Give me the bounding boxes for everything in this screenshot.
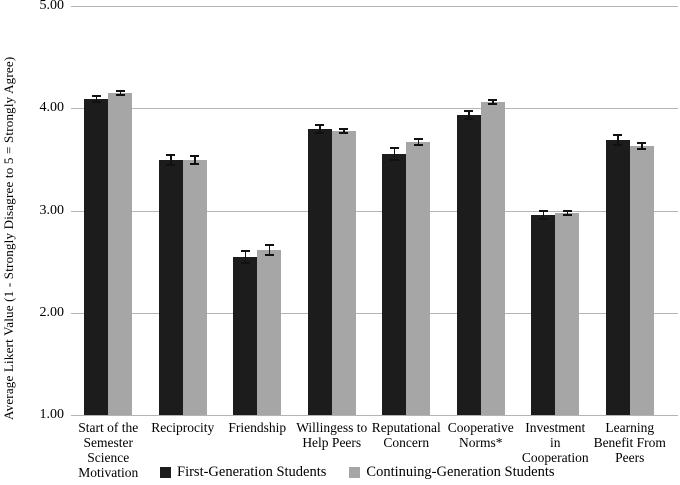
gridline <box>71 6 678 7</box>
y-axis-tick-label: 5.00 <box>39 0 65 13</box>
x-axis-category-label: Friendship <box>228 420 287 435</box>
x-axis-category-label: Cooperative Norms* <box>447 420 514 450</box>
bar-group <box>295 6 370 415</box>
gridline <box>71 211 678 212</box>
bar-continuing-generation <box>182 155 207 415</box>
gridline <box>71 415 678 416</box>
error-bar <box>413 138 423 146</box>
x-axis-category-labels: Start of the Semester Science Motivation… <box>71 420 667 480</box>
y-axis-tick-label: 2.00 <box>39 305 65 320</box>
bar-group <box>369 6 444 415</box>
error-bar <box>91 95 101 103</box>
bar-first-generation <box>531 210 556 415</box>
bar-first-generation <box>456 110 481 415</box>
y-axis-tick-label: 1.00 <box>39 407 65 422</box>
bar-group <box>71 6 146 415</box>
error-bar <box>538 210 548 220</box>
bar-first-generation <box>605 134 630 415</box>
legend-item-first-generation: First-Generation Students <box>160 464 326 480</box>
bar-first-generation <box>84 95 109 415</box>
legend: First-Generation Students Continuing-Gen… <box>160 464 555 480</box>
y-axis-tick-label: 4.00 <box>39 100 65 115</box>
error-bar <box>464 110 474 120</box>
bar-continuing-generation <box>629 142 654 415</box>
bar-group <box>593 6 668 415</box>
x-axis-category-label: Learning Benefit From Peers <box>593 420 666 465</box>
bar-first-generation <box>158 154 183 415</box>
bar-first-generation <box>233 250 258 415</box>
error-bar <box>115 90 125 96</box>
x-axis-category-label: Start of the Semester Science Motivation <box>78 420 139 480</box>
bar-group <box>146 6 221 415</box>
bar-group <box>220 6 295 415</box>
gridline <box>71 108 678 109</box>
bar-group <box>444 6 519 415</box>
legend-item-continuing-generation: Continuing-Generation Students <box>349 464 555 480</box>
bar-first-generation <box>382 147 407 415</box>
bar-continuing-generation <box>257 244 282 415</box>
bar-continuing-generation <box>331 128 356 415</box>
first-generation-swatch-icon <box>160 466 171 478</box>
x-axis-category-label: Investment in Cooperation <box>521 420 589 465</box>
error-bar <box>240 250 250 264</box>
legend-label: Continuing-Generation Students <box>366 464 555 480</box>
bar-continuing-generation <box>555 210 580 415</box>
error-bar <box>339 128 349 134</box>
bar-continuing-generation <box>108 90 133 415</box>
continuing-generation-swatch-icon <box>349 466 361 478</box>
error-bar <box>389 147 399 161</box>
error-bar <box>637 142 647 150</box>
bar-series-area <box>71 6 667 415</box>
x-axis-category-label: Reputational Concern <box>371 420 441 450</box>
bar-group <box>518 6 593 415</box>
x-axis-category-label: Reciprocity <box>151 420 215 435</box>
error-bar <box>264 244 274 256</box>
gridline <box>71 313 678 314</box>
error-bar <box>488 99 498 105</box>
error-bar <box>166 154 176 166</box>
error-bar <box>613 134 623 146</box>
bar-continuing-generation <box>406 138 431 415</box>
error-bar <box>315 124 325 134</box>
error-bar <box>190 155 200 165</box>
plot-area <box>71 6 678 416</box>
x-axis-category-label: Willingess to Help Peers <box>296 420 368 450</box>
bar-first-generation <box>307 124 332 415</box>
legend-label: First-Generation Students <box>177 464 327 480</box>
y-axis-tick-label: 3.00 <box>39 203 65 218</box>
bar-continuing-generation <box>480 99 505 415</box>
error-bar <box>562 210 572 216</box>
y-axis-title: Average Likert Value (1 - Strongly Disag… <box>1 56 16 420</box>
